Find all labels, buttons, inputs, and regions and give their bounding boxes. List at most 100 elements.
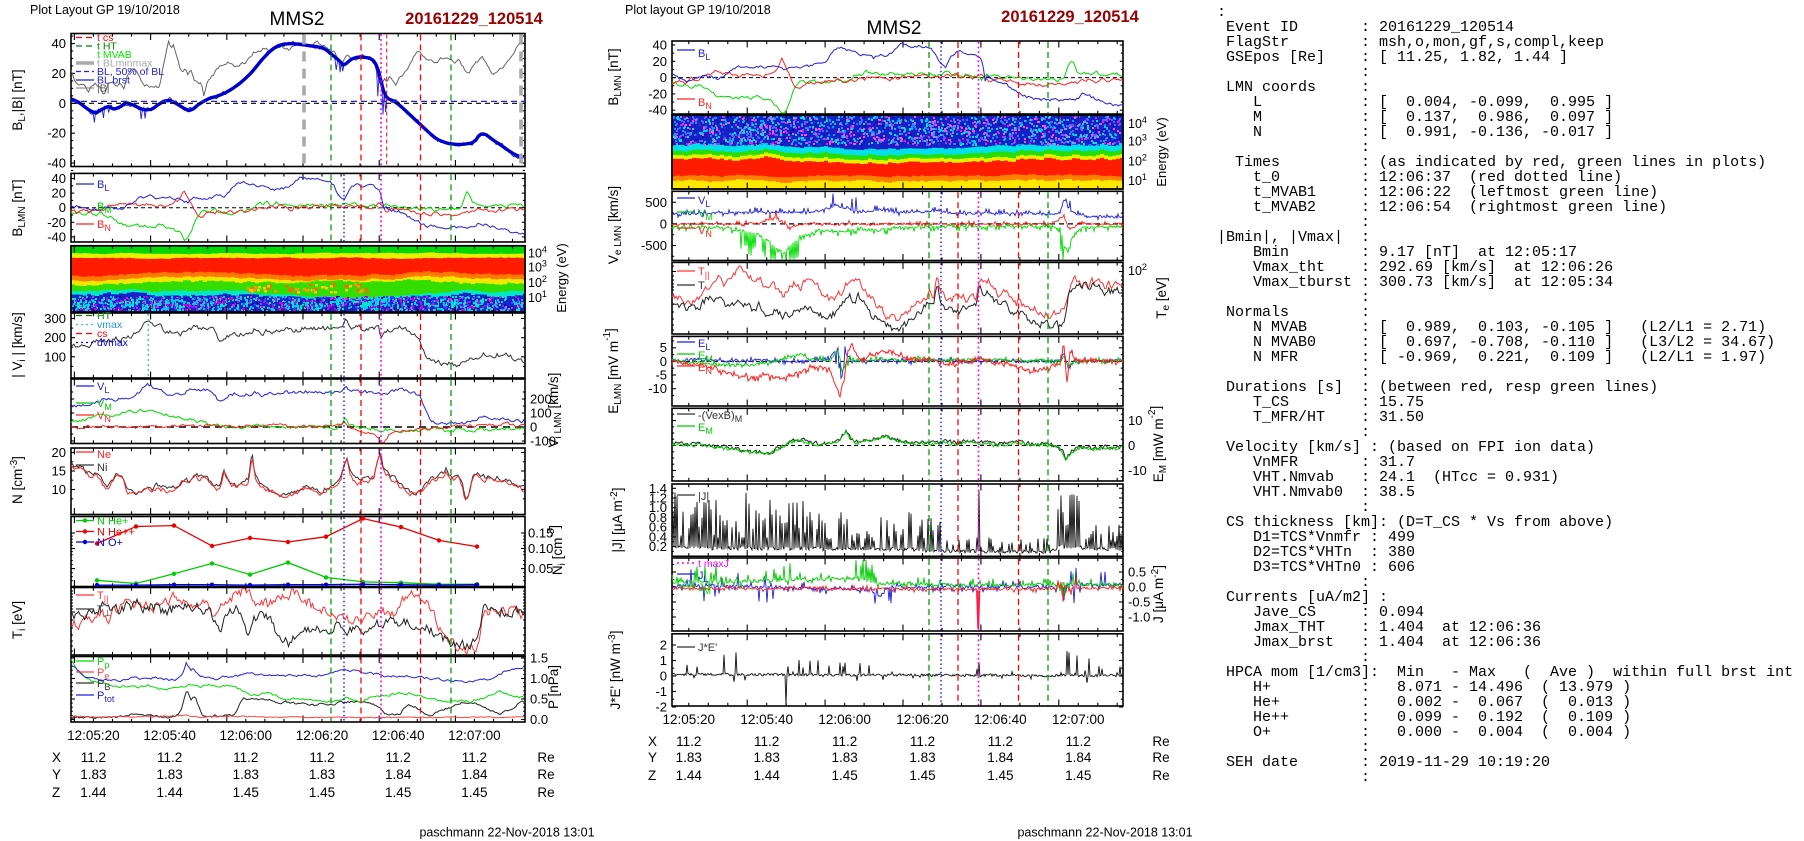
svg-text:-40: -40 (47, 156, 66, 171)
svg-text:Ni: Ni (97, 462, 107, 474)
svg-text:EM [mW m-2]: EM [mW m-2] (1147, 406, 1169, 483)
svg-text:1.83: 1.83 (309, 767, 335, 782)
svg-text:0.0: 0.0 (1128, 580, 1146, 595)
svg-text:N He++: N He++ (97, 527, 135, 539)
svg-text:BLMN [nT]: BLMN [nT] (10, 179, 28, 236)
svg-text:0.15: 0.15 (528, 526, 553, 541)
svg-text:11.2: 11.2 (233, 750, 258, 765)
svg-text:Energy (eV): Energy (eV) (1154, 117, 1169, 186)
svg-text:t BLminmax: t BLminmax (97, 58, 153, 70)
svg-text:Pp: Pp (97, 656, 109, 670)
svg-text:Ne: Ne (97, 449, 111, 461)
svg-text:MMS2: MMS2 (867, 18, 922, 39)
svg-text:T||: T|| (97, 590, 108, 604)
svg-text:0: 0 (660, 669, 667, 684)
svg-text:11.2: 11.2 (754, 734, 779, 749)
svg-text:1.45: 1.45 (909, 768, 935, 783)
svg-text:Z: Z (648, 768, 656, 783)
svg-text:40: 40 (52, 36, 66, 51)
svg-text:0: 0 (660, 216, 667, 231)
svg-text:200: 200 (530, 392, 552, 407)
svg-text:12:07:00: 12:07:00 (448, 728, 501, 743)
svg-text:1.83: 1.83 (909, 750, 935, 765)
svg-text:0: 0 (660, 70, 667, 85)
svg-text:JM: JM (698, 582, 711, 596)
svg-text:J*E': J*E' (698, 642, 717, 654)
svg-text:40: 40 (52, 171, 66, 186)
svg-text:cs: cs (97, 328, 108, 340)
svg-text:1.45: 1.45 (233, 785, 259, 800)
svg-text:12:07:00: 12:07:00 (1052, 712, 1105, 727)
svg-text:t cs: t cs (97, 32, 113, 44)
svg-text:-5: -5 (655, 368, 667, 383)
svg-text:VN: VN (97, 410, 111, 424)
svg-text:Z: Z (52, 785, 60, 800)
svg-text:0.10: 0.10 (528, 541, 553, 556)
svg-text:-10: -10 (648, 381, 667, 396)
svg-text:2: 2 (660, 638, 667, 653)
svg-text:0: 0 (530, 420, 537, 435)
svg-text:X: X (648, 734, 657, 749)
svg-text:Re: Re (1152, 768, 1169, 783)
svg-text:20: 20 (653, 54, 667, 69)
svg-text:vmax: vmax (97, 319, 123, 331)
svg-text:1.0: 1.0 (530, 671, 548, 686)
svg-text:0: 0 (1128, 438, 1135, 453)
svg-text:EL: EL (698, 338, 710, 352)
svg-text:1.44: 1.44 (754, 768, 781, 783)
svg-text:1.84: 1.84 (987, 750, 1014, 765)
svg-text:-40: -40 (47, 229, 66, 244)
svg-text:11.2: 11.2 (462, 750, 487, 765)
svg-text:VN: VN (698, 225, 712, 239)
svg-text:0: 0 (59, 96, 66, 111)
svg-text:0.05: 0.05 (528, 561, 553, 576)
svg-text:EM: EM (698, 422, 713, 436)
svg-text:1.44: 1.44 (80, 785, 107, 800)
svg-text:T||: T|| (698, 266, 709, 280)
svg-text:1.83: 1.83 (754, 750, 780, 765)
svg-text:1.45: 1.45 (987, 768, 1013, 783)
svg-text:1.4: 1.4 (649, 481, 667, 496)
svg-text:Plot layout GP 19/10/2018: Plot layout GP 19/10/2018 (625, 3, 771, 17)
svg-text:t maxJ: t maxJ (698, 558, 729, 570)
svg-text:12:05:40: 12:05:40 (143, 728, 196, 743)
svg-text:1.83: 1.83 (233, 767, 259, 782)
svg-text:12:05:40: 12:05:40 (740, 712, 793, 727)
svg-text:Re: Re (537, 785, 554, 800)
svg-text:12:06:20: 12:06:20 (896, 712, 949, 727)
svg-text:11.2: 11.2 (988, 734, 1013, 749)
svg-text:500: 500 (645, 195, 667, 210)
svg-text:HT: HT (97, 310, 112, 322)
svg-text:-2: -2 (655, 700, 667, 715)
svg-text:paschmann 22-Nov-2018 13:01: paschmann 22-Nov-2018 13:01 (419, 826, 594, 840)
svg-text:1.45: 1.45 (1065, 768, 1091, 783)
svg-text:1.84: 1.84 (1065, 750, 1092, 765)
svg-text:VM: VM (97, 398, 112, 412)
svg-text:20: 20 (52, 66, 66, 81)
svg-text:-20: -20 (648, 86, 667, 101)
svg-text:P [nPa]: P [nPa] (546, 665, 561, 709)
svg-text:Re: Re (1152, 750, 1169, 765)
svg-text:J*E' [nW m-3]: J*E' [nW m-3] (607, 630, 623, 709)
svg-text:Y: Y (648, 750, 657, 765)
svg-text:1: 1 (660, 653, 667, 668)
svg-text:200: 200 (44, 330, 66, 345)
svg-text:MMS2: MMS2 (270, 9, 325, 30)
svg-text:1.0: 1.0 (649, 500, 667, 515)
svg-text:12:06:40: 12:06:40 (372, 728, 425, 743)
svg-text:12:06:00: 12:06:00 (818, 712, 871, 727)
svg-text:0.8: 0.8 (649, 510, 667, 525)
svg-text:0.5: 0.5 (530, 692, 548, 707)
svg-text:1.45: 1.45 (309, 785, 335, 800)
svg-text:paschmann 22-Nov-2018 13:01: paschmann 22-Nov-2018 13:01 (1017, 826, 1192, 840)
svg-text:1.83: 1.83 (156, 767, 182, 782)
svg-text:0: 0 (59, 200, 66, 215)
svg-text:11.2: 11.2 (832, 734, 857, 749)
svg-text:20161229_120514: 20161229_120514 (405, 10, 543, 28)
svg-text:300: 300 (44, 311, 66, 326)
svg-text:12:06:00: 12:06:00 (220, 728, 273, 743)
svg-text:1.84: 1.84 (461, 767, 488, 782)
svg-text:12:05:20: 12:05:20 (67, 728, 120, 743)
svg-text:11.2: 11.2 (910, 734, 935, 749)
svg-text:BN: BN (698, 97, 712, 111)
